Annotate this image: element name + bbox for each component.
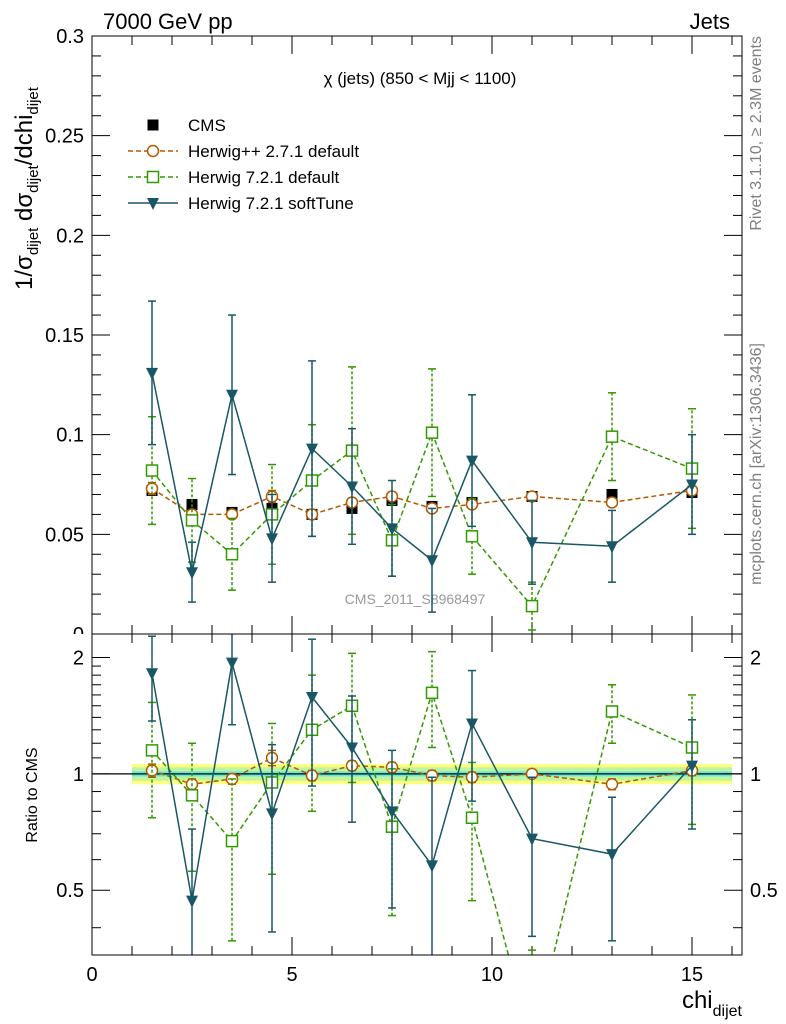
- legend-marker: [147, 119, 159, 131]
- legend-marker: [146, 170, 160, 184]
- ratio-herwig-7-2-1-default-point: [465, 811, 479, 824]
- ratio-herwig-7-2-1-default-point: [605, 705, 619, 718]
- main-herwig-7-2-1-softtune-point: [606, 541, 618, 554]
- main-y-tick-label: 0.15: [45, 325, 84, 347]
- mcplots-label: mcplots.cern.ch [arXiv:1306.3436]: [748, 343, 765, 585]
- main-herwig-7-2-1-default-point: [425, 426, 439, 439]
- ratio-herwig-7-2-1-softtune-point: [426, 860, 438, 873]
- ratio-herwig-7-2-1-softtune-line: [151, 662, 693, 901]
- main-data: [145, 300, 699, 631]
- main-herwig-7-2-1-default-point: [465, 530, 479, 543]
- ratio-herwig-7-2-1-default-point: [425, 686, 439, 700]
- x-tick-label: 15: [681, 964, 703, 986]
- main-herwig-7-2-1-default-line: [151, 430, 693, 608]
- main-y-tick-label: 0.2: [56, 225, 84, 247]
- ratio-y-tick-label-right: 2: [750, 647, 761, 669]
- rivet-label: Rivet 3.1.10, ≥ 2.3M events: [748, 36, 765, 231]
- ratio-herwig-2-7-1-default-point: [605, 777, 619, 791]
- main-herwig-7-2-1-softtune-point: [346, 481, 358, 494]
- ratio-y-tick-label-right: 1: [750, 764, 761, 786]
- main-herwig-7-2-1-softtune-point: [426, 555, 438, 568]
- label-mask: [0, 634, 90, 648]
- ratio-herwig-7-2-1-softtune-point: [226, 657, 238, 670]
- ratio-herwig-7-2-1-default-series: [145, 650, 699, 955]
- legend-label: CMS: [188, 116, 226, 135]
- main-herwig-7-2-1-softtune-point: [306, 443, 318, 456]
- ratio-herwig-7-2-1-softtune-point: [686, 760, 698, 773]
- main-cms-point: [606, 488, 618, 500]
- main-chart-title: χ (jets) (850 < Mjj < 1100): [324, 69, 517, 88]
- legend-label: Herwig 7.2.1 default: [188, 168, 339, 187]
- main-y-tick-label: 0.3: [56, 26, 84, 48]
- legend-item-herwig-7-2-1-default: Herwig 7.2.1 default: [128, 168, 339, 187]
- legend-marker: [146, 144, 160, 158]
- main-herwig-7-2-1-softtune-point: [186, 567, 198, 580]
- main-herwig-7-2-1-default-point: [225, 548, 239, 561]
- ratio-axes: 0.5 0.5 1 1 2 2 0 5 10 15: [56, 634, 778, 986]
- ratio-herwig-7-2-1-softtune-point: [466, 718, 478, 731]
- x-tick-label: 10: [481, 964, 503, 986]
- ratio-herwig-7-2-1-softtune-series: [146, 634, 698, 955]
- x-tick-label: 5: [286, 964, 297, 986]
- main-herwig-7-2-1-softtune-point: [266, 533, 278, 546]
- ratio-frame: [91, 633, 743, 956]
- main-herwig-7-2-1-softtune-point: [686, 479, 698, 492]
- main-panel: χ (jets) (850 < Mjj < 1100) CMS_2011_S89…: [0, 26, 743, 648]
- legend: CMS Herwig++ 2.7.1 default Herwig 7.2.1 de…: [128, 116, 359, 213]
- main-herwig-7-2-1-default-point: [145, 464, 159, 477]
- x-axis-label-main: chi: [682, 987, 713, 1014]
- ratio-y-tick-label-right: 0.5: [750, 880, 778, 902]
- ratio-herwig-7-2-1-softtune-point: [266, 808, 278, 821]
- main-herwig-2-7-1-default-line: [151, 487, 693, 516]
- ratio-herwig-7-2-1-default-point: [225, 834, 239, 848]
- main-herwig-7-2-1-softtune-series: [146, 300, 698, 613]
- main-y-tick-label: 0.05: [45, 524, 84, 546]
- main-herwig-7-2-1-softtune-point: [226, 389, 238, 402]
- ratio-panel: 0.5 0.5 1 1 2 2 0 5 10 15: [56, 633, 778, 986]
- main-y-tick-label: 0.25: [45, 126, 84, 148]
- main-y-tick-label: 0.1: [56, 425, 84, 447]
- main-herwig-7-2-1-softtune-point: [466, 455, 478, 468]
- legend-item-herwig-7-2-1-softtune: Herwig 7.2.1 softTune: [128, 194, 354, 213]
- ratio-herwig-7-2-1-softtune-point: [186, 895, 198, 908]
- ratio-herwig-7-2-1-default-point: [185, 789, 199, 802]
- legend-label: Herwig++ 2.7.1 default: [188, 142, 359, 161]
- ratio-data: [145, 634, 699, 955]
- main-axes: 0.050.10.150.20.250.30: [0, 26, 742, 648]
- header-left: 7000 GeV pp: [103, 9, 233, 34]
- ratio-herwig-7-2-1-softtune-point: [346, 742, 358, 755]
- legend-item-herwig-2-7-1-default: Herwig++ 2.7.1 default: [128, 142, 359, 161]
- main-herwig-2-7-1-default-point: [605, 496, 619, 509]
- ratio-herwig-7-2-1-softtune-point: [306, 692, 318, 705]
- x-tick-label: 0: [86, 964, 97, 986]
- header-right: Jets: [690, 9, 730, 34]
- x-axis-label-sub: dijet: [713, 1003, 743, 1020]
- main-herwig-2-7-1-default-series: [145, 481, 699, 521]
- x-axis-label: chidijet: [682, 987, 743, 1020]
- legend-marker: [147, 198, 159, 210]
- analysis-watermark: CMS_2011_S8968497: [345, 591, 486, 607]
- ratio-herwig-7-2-1-default-line: [151, 690, 693, 955]
- main-herwig-7-2-1-default-point: [605, 430, 619, 443]
- ratio-y-tick-label: 2: [73, 647, 84, 669]
- ratio-herwig-7-2-1-softtune-point: [606, 849, 618, 862]
- main-herwig-7-2-1-default-point: [185, 514, 199, 527]
- ratio-herwig-7-2-1-default-point: [145, 744, 159, 757]
- main-herwig-7-2-1-default-point: [525, 599, 539, 613]
- ratio-herwig-7-2-1-softtune-point: [386, 806, 398, 819]
- main-herwig-7-2-1-softtune-line: [151, 372, 693, 573]
- main-y-axis-label: 1/σdijet dσdijet/dchidijet: [11, 86, 42, 290]
- ratio-herwig-7-2-1-softtune-point: [526, 833, 538, 846]
- ratio-y-tick-label: 1: [73, 764, 84, 786]
- main-herwig-7-2-1-softtune-point: [386, 523, 398, 536]
- main-herwig-7-2-1-softtune-point: [526, 537, 538, 550]
- main-herwig-7-2-1-softtune-point: [146, 367, 158, 380]
- ratio-y-axis-label: Ratio to CMS: [24, 747, 41, 842]
- ratio-herwig-7-2-1-softtune-point: [146, 668, 158, 681]
- legend-item-cms: CMS: [147, 116, 226, 135]
- legend-label: Herwig 7.2.1 softTune: [188, 194, 354, 213]
- ratio-y-tick-label: 0.5: [56, 880, 84, 902]
